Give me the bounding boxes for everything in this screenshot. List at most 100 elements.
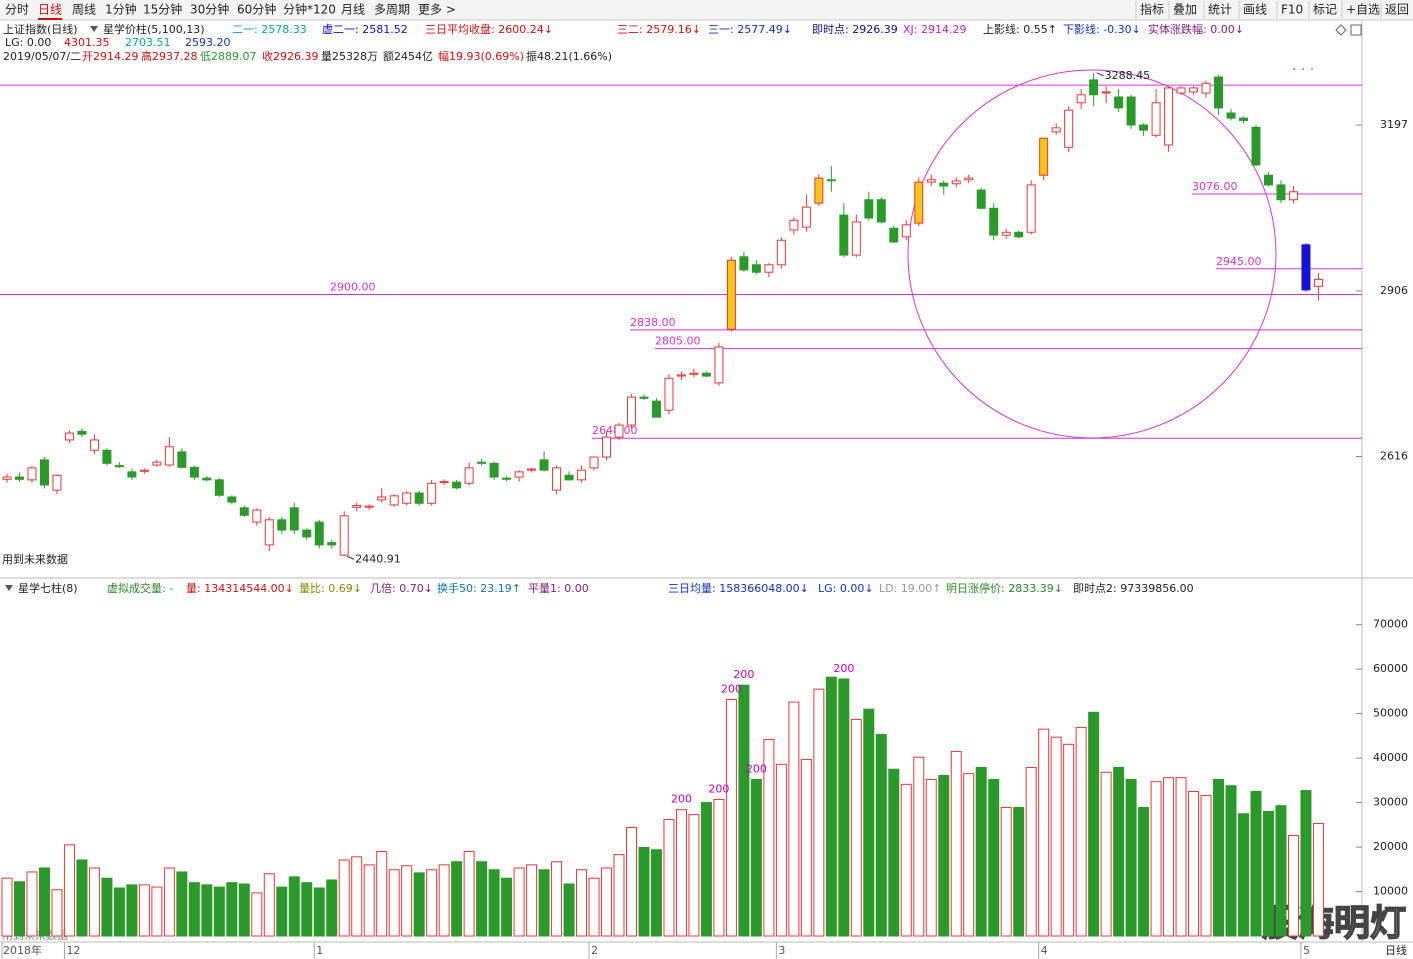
candle-body	[514, 471, 524, 478]
candle-body	[2, 476, 12, 480]
candle-body	[114, 465, 124, 468]
volume-bar	[563, 883, 575, 937]
bar-open: 开2914.29	[82, 50, 139, 63]
toolbar-item[interactable]: 1分钟	[105, 2, 137, 17]
future-note: 用到未来数据	[2, 552, 68, 566]
toolbar-button[interactable]: 统计	[1208, 3, 1232, 17]
volume-bar	[1300, 790, 1312, 937]
toolbar-item[interactable]: 多周期	[374, 3, 410, 17]
toolbar-button[interactable]: 返回	[1385, 3, 1409, 17]
toolbar-button[interactable]: 标记	[1313, 3, 1337, 17]
candle-body	[789, 219, 799, 231]
volume-bar	[301, 882, 313, 937]
volume-bar	[488, 869, 500, 937]
candle-body	[1276, 184, 1286, 201]
bar-change: 幅19.93(0.69%)	[438, 50, 524, 63]
x-tick-label: 2018年	[3, 943, 42, 957]
volume-bar	[201, 884, 213, 937]
toolbar-button[interactable]: 叠加	[1173, 3, 1197, 17]
level-label: 3076.00	[1192, 180, 1238, 193]
candle-body	[414, 492, 424, 504]
settings-icon[interactable]	[1335, 24, 1347, 36]
dropdown-icon	[5, 585, 13, 591]
vol-item: LD: 19.00↑	[879, 582, 942, 595]
candle-body	[389, 495, 399, 506]
volume-annotation: 200	[671, 793, 692, 806]
volume-bar	[775, 763, 787, 937]
candle-body	[1164, 87, 1174, 146]
candle-body	[951, 180, 961, 185]
volume-annotation: 200	[721, 682, 742, 695]
volume-bar	[838, 678, 850, 937]
toolbar-item[interactable]: 分钟*120	[283, 2, 336, 17]
toolbar-item[interactable]: 日线	[38, 3, 62, 17]
volume-bar	[888, 768, 900, 937]
y-tick-label: 3197	[1380, 118, 1408, 131]
toolbar-item[interactable]: 60分钟	[237, 2, 276, 17]
candle-body	[1026, 184, 1036, 233]
volume-bar	[913, 756, 925, 937]
info-item: 下影线: -0.30↓	[1063, 22, 1141, 36]
candle-body	[651, 400, 661, 418]
volume-bar	[613, 854, 625, 937]
candle-body	[864, 199, 874, 219]
candle-body	[127, 471, 137, 478]
info-item: 上影线: 0.55↑	[983, 22, 1057, 36]
volume-bar	[263, 873, 275, 937]
volume-bar	[713, 798, 725, 937]
candle-body	[1239, 117, 1249, 121]
volume-bar	[113, 887, 125, 937]
candle-body	[27, 467, 37, 481]
info-item: 三一: 2577.49↓	[708, 23, 792, 36]
candle-body	[102, 449, 112, 464]
info-item: 即时点: 2926.39	[812, 23, 898, 36]
indicator-name: 星学价柱(5,100,13)	[103, 22, 205, 36]
candle-body	[1288, 191, 1298, 201]
candle-body	[726, 259, 736, 330]
window-icon[interactable]	[1350, 24, 1362, 36]
volume-bar	[813, 688, 825, 937]
candle-body	[1214, 76, 1224, 109]
volume-bar	[163, 867, 175, 937]
price-arrow	[347, 555, 355, 560]
volume-bar	[738, 684, 750, 937]
toolbar-item[interactable]: 15分钟	[143, 2, 182, 17]
x-tick-label: 3	[778, 944, 785, 957]
volume-bar	[38, 867, 50, 937]
volume-bar	[388, 869, 400, 937]
index-name: 上证指数(日线)	[3, 22, 78, 36]
volume-bar	[1050, 736, 1062, 937]
volume-bar	[313, 887, 325, 937]
toolbar-button[interactable]: 画线	[1243, 3, 1267, 17]
toolbar-item[interactable]: 更多 >	[418, 3, 456, 17]
candle-body	[539, 459, 549, 471]
candle-body	[1064, 109, 1074, 148]
candle-body	[739, 256, 749, 271]
volume-bar	[238, 883, 250, 937]
volume-bar	[763, 738, 775, 937]
volume-bar	[101, 877, 113, 937]
volume-bar	[363, 864, 375, 937]
toolbar-item[interactable]: 周线	[72, 3, 96, 17]
toolbar-button[interactable]: 指标	[1140, 2, 1164, 17]
volume-bar	[925, 778, 937, 937]
toolbar-item[interactable]: 月线	[341, 3, 365, 17]
candle-body	[1114, 96, 1124, 109]
candle-body	[264, 519, 274, 546]
volume-annotation: 200	[746, 762, 767, 775]
toolbar-item[interactable]: 分时	[5, 3, 29, 17]
volume-bar	[401, 865, 413, 937]
volume-bar	[650, 849, 662, 937]
toolbar-item[interactable]: 30分钟	[190, 2, 229, 17]
info-item: LG: 0.00	[5, 36, 51, 49]
candle-body	[639, 396, 649, 399]
volume-bar	[451, 861, 463, 937]
volume-bar	[151, 886, 163, 937]
toolbar-button[interactable]: F10	[1281, 3, 1303, 17]
candle-body	[627, 396, 636, 426]
candle-body	[152, 461, 162, 466]
toolbar-button[interactable]: +自选	[1346, 3, 1380, 17]
candle-body	[976, 189, 986, 209]
y-tick-label: 10000	[1373, 885, 1408, 898]
info-item: 三日平均收盘: 2600.24↓	[425, 22, 553, 36]
